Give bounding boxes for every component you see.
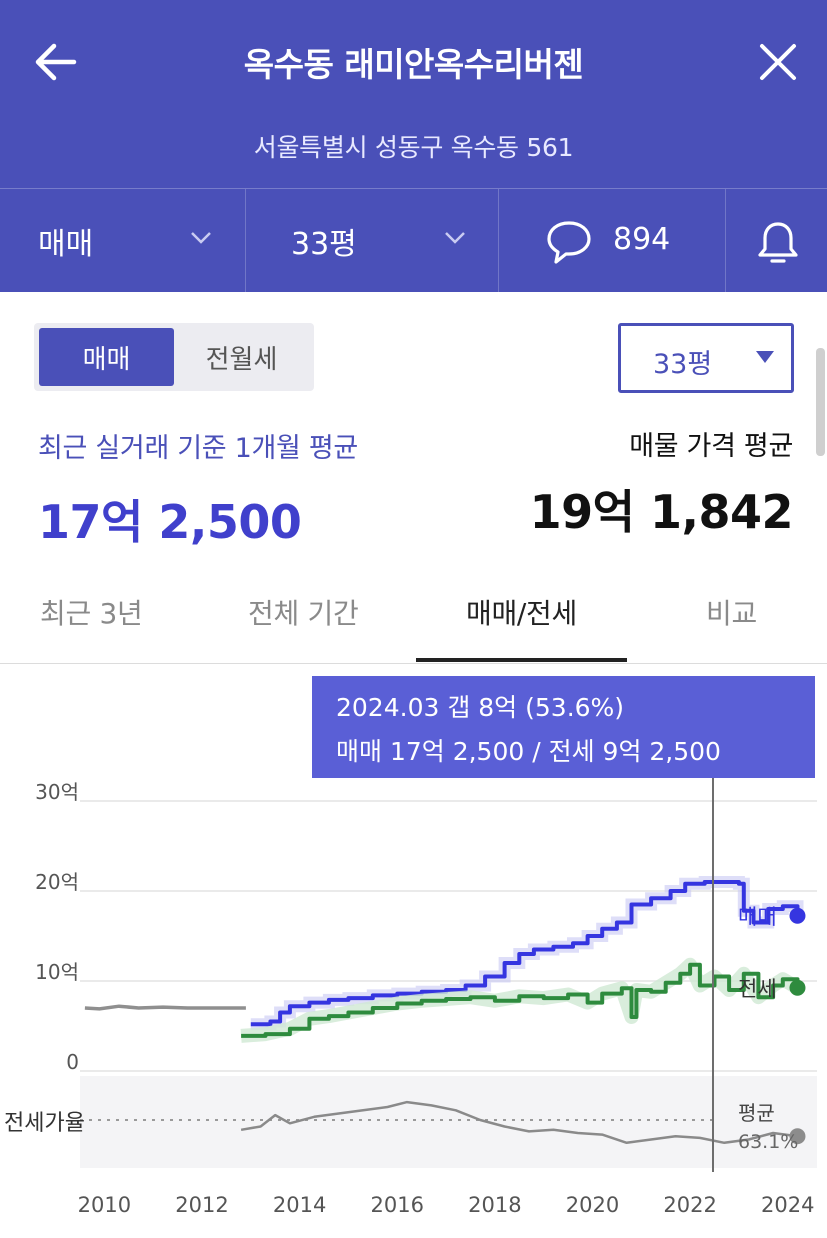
series-lines (84, 876, 804, 1145)
end-points (789, 907, 806, 1145)
x-tick-label: 2016 (371, 1193, 424, 1217)
toggle-rent[interactable]: 전월세 (205, 344, 278, 375)
sale-line-early (84, 1004, 246, 1011)
y-tick-label: 0 (66, 1050, 79, 1074)
filter-separator (498, 189, 499, 292)
chart-tooltip: 2024.03 갭 8억 (53.6%) 매매 17억 2,500 / 전세 9… (312, 676, 815, 778)
header-divider (0, 188, 827, 189)
tooltip-prices: 매매 17억 2,500 / 전세 9억 2,500 (336, 737, 721, 766)
chevron-down-icon (191, 232, 211, 244)
scrollbar[interactable] (816, 348, 825, 456)
ratio-average-label: 평균 (738, 1101, 775, 1125)
tabs-divider (0, 663, 827, 664)
recent-avg-value: 17억 2,500 (38, 495, 302, 549)
back-arrow-icon[interactable] (30, 38, 82, 86)
x-tick-label: 2022 (663, 1193, 716, 1217)
chat-bubble-icon (547, 221, 591, 264)
x-tick-label: 2014 (273, 1193, 326, 1217)
listing-avg-label: 매물 가격 평균 (629, 431, 793, 462)
sale-series-label: 매매 (738, 905, 777, 929)
bell-icon (758, 222, 798, 263)
size-select[interactable]: 33평 (618, 323, 794, 393)
ratio-average-value: 63.1% (738, 1131, 798, 1153)
filter-separator (245, 189, 246, 292)
x-tick-label: 2012 (175, 1193, 228, 1217)
comments-button[interactable]: 894 (499, 189, 725, 292)
x-tick-labels: 2010 2012 2014 2016 2018 2020 2022 2024 (78, 1193, 815, 1217)
ratio-line (240, 1100, 798, 1145)
chevron-down-icon (445, 232, 465, 244)
tab-all-period[interactable]: 전체 기간 (248, 597, 359, 630)
jeonse-series-label: 전세 (738, 977, 777, 1001)
size-dropdown[interactable]: 33평 (246, 189, 498, 292)
ratio-panel-bg (80, 1076, 817, 1168)
trade-type-dropdown[interactable]: 매매 (0, 189, 245, 292)
header: 옥수동 래미안옥수리버젠 서울특별시 성동구 옥수동 561 매매 33평 89… (0, 0, 827, 292)
comment-count: 894 (613, 222, 671, 257)
filter-bar: 매매 33평 894 (0, 189, 827, 292)
ratio-end-point (789, 1128, 806, 1145)
caret-down-icon (756, 351, 774, 363)
sale-line (250, 880, 800, 1027)
x-tick-label: 2010 (78, 1193, 131, 1217)
toggle-sale[interactable]: 매매 (39, 328, 174, 386)
trade-type-label: 매매 (38, 226, 94, 262)
x-tick-label: 2020 (566, 1193, 619, 1217)
tab-recent-3y[interactable]: 최근 3년 (40, 597, 143, 630)
period-tabs: 최근 3년 전체 기간 매매/전세 비교 (0, 570, 827, 664)
tab-sale-jeonse[interactable]: 매매/전세 (466, 597, 577, 630)
address: 서울특별시 성동구 옥수동 561 (253, 133, 574, 162)
alert-button[interactable] (726, 189, 827, 292)
y-tick-label: 10억 (35, 960, 79, 984)
ratio-axis-label: 전세가율 (4, 1111, 85, 1136)
trade-toggle: 매매 전월세 (34, 323, 314, 391)
jeonse-line (241, 962, 800, 1038)
tooltip-gap: 2024.03 갭 8억 (53.6%) (336, 693, 625, 722)
x-tick-label: 2018 (468, 1193, 521, 1217)
jeonse-end-point (789, 979, 806, 996)
grid-lines (80, 800, 817, 1072)
listing-avg-value: 19억 1,842 (529, 485, 794, 539)
tab-compare[interactable]: 비교 (706, 597, 757, 630)
size-select-label: 33평 (653, 349, 713, 380)
y-tick-label: 20억 (35, 870, 79, 894)
close-icon[interactable] (752, 36, 804, 88)
y-tick-label: 30억 (35, 780, 79, 804)
filter-separator (725, 189, 726, 292)
recent-avg-label: 최근 실거래 기준 1개월 평균 (38, 433, 358, 464)
page-title: 옥수동 래미안옥수리버젠 (243, 45, 584, 84)
sale-end-point (789, 907, 806, 924)
size-label: 33평 (291, 226, 357, 262)
active-tab-underline (416, 658, 627, 662)
x-tick-label: 2024 (761, 1193, 814, 1217)
y-tick-labels: 0 10억 20억 30억 (35, 780, 79, 1074)
